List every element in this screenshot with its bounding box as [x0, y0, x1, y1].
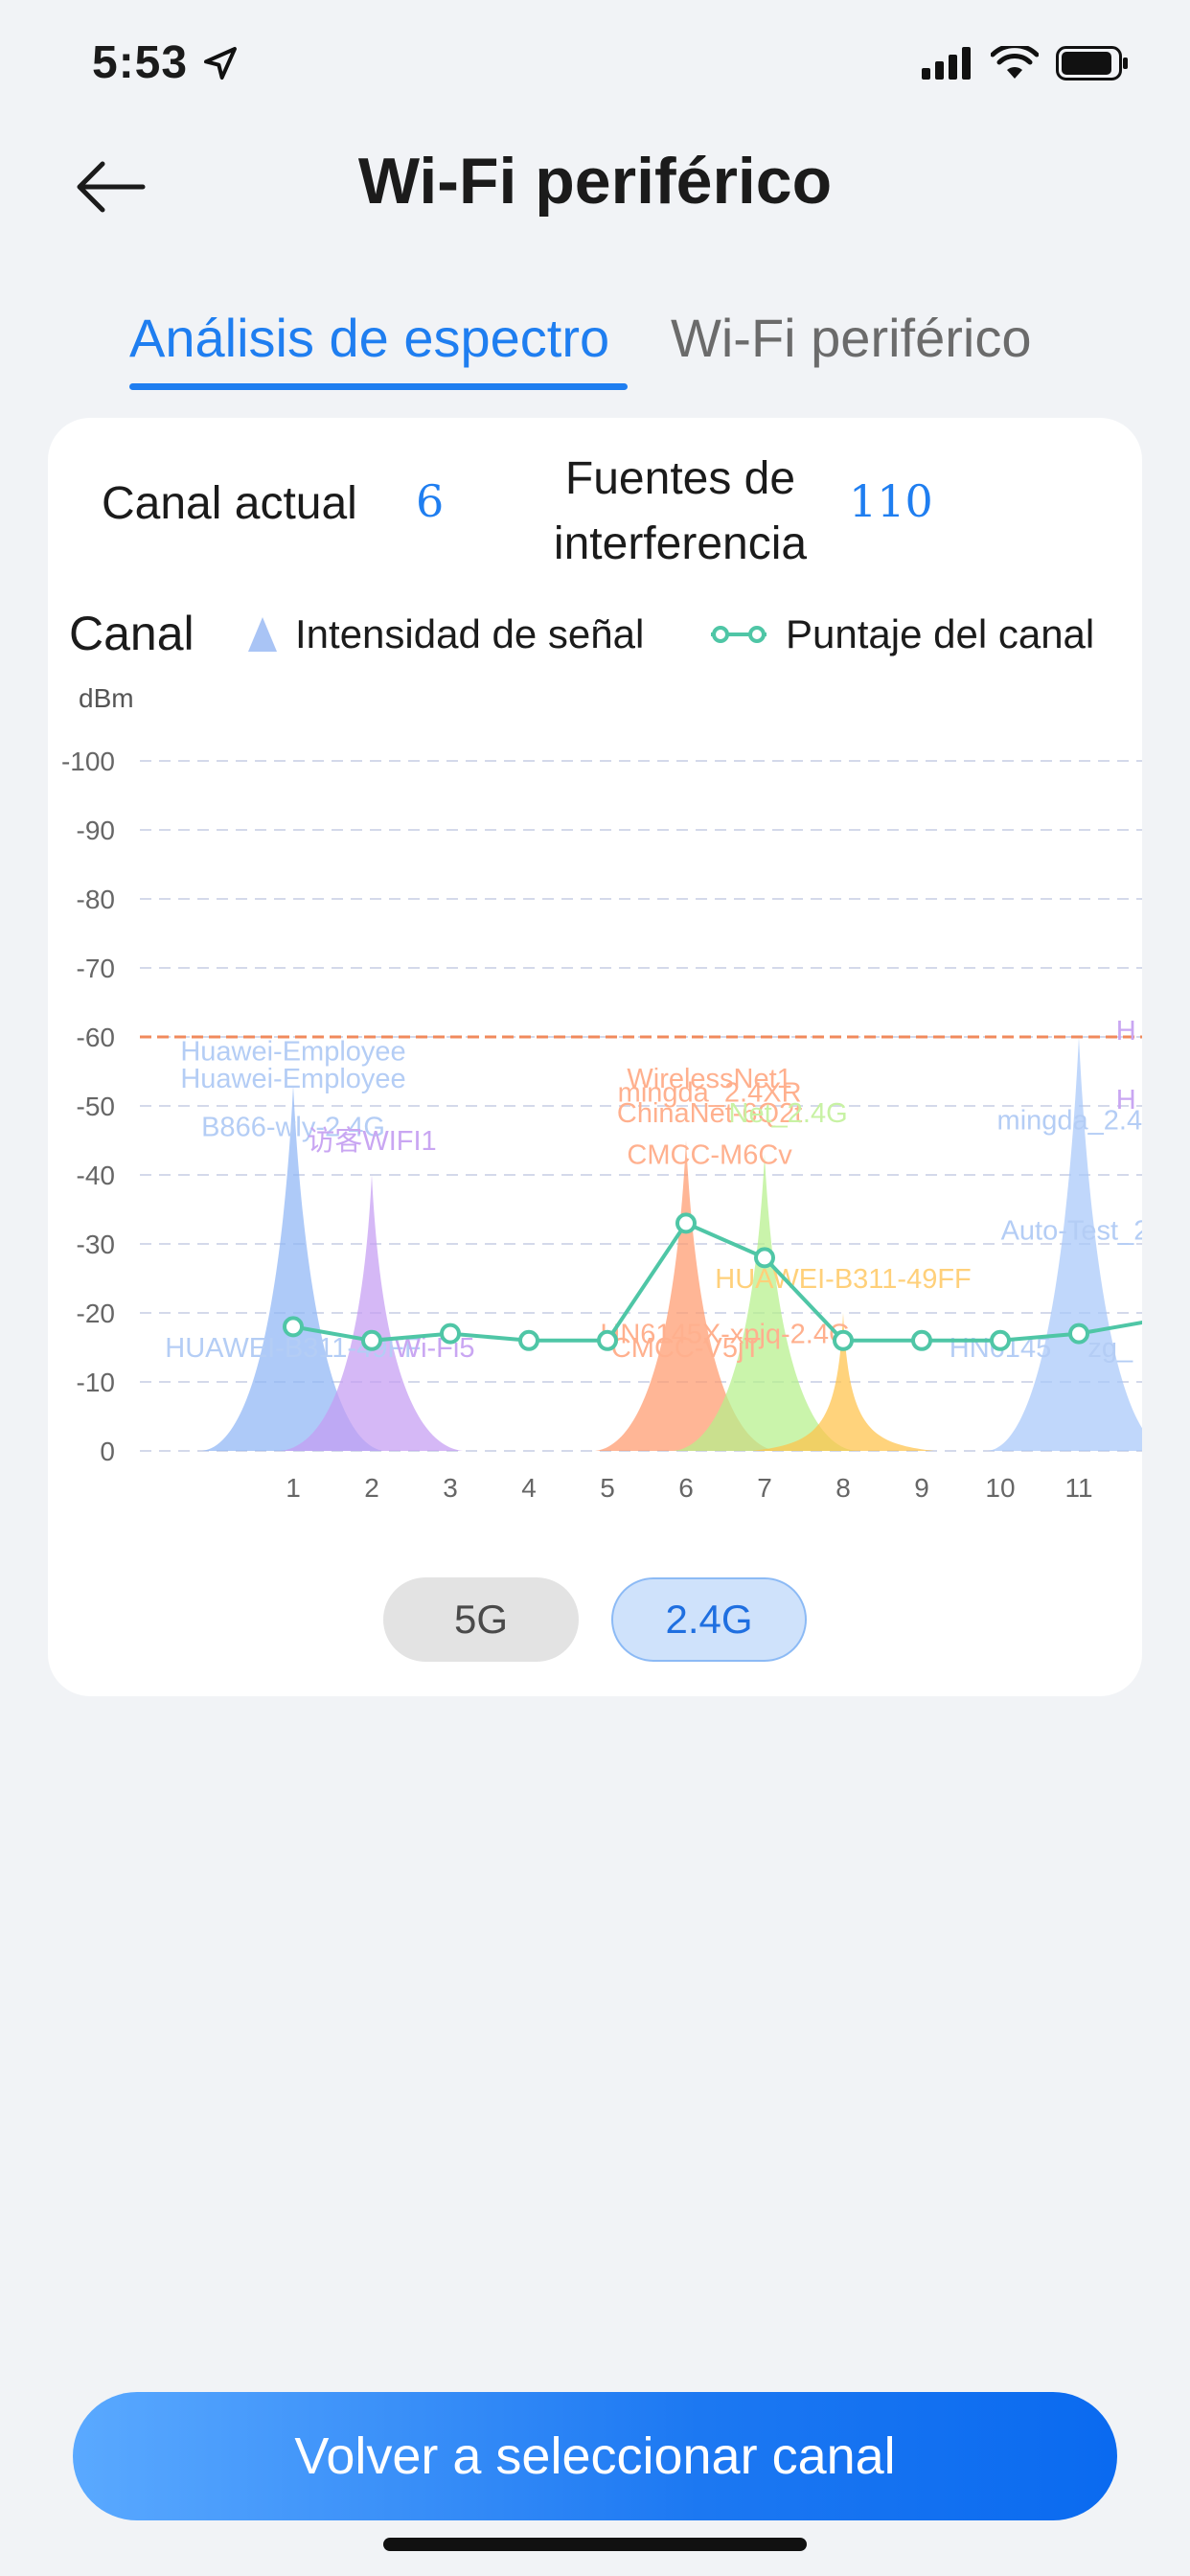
header: Wi-Fi periférico — [0, 134, 1190, 240]
x-tick-label: 10 — [985, 1473, 1015, 1501]
y-tick-label: -40 — [77, 1161, 115, 1190]
network-label: HUAWEI-B311-49FF — [715, 1264, 972, 1295]
current-channel-value: 6 — [416, 475, 445, 527]
tab-bar: Análisis de espectro Wi-Fi periférico — [0, 288, 1190, 393]
network-label: CMCC-V5jT — [611, 1333, 762, 1364]
back-arrow-icon — [77, 161, 146, 213]
y-tick-label: 0 — [100, 1437, 115, 1466]
band-toggle: 5G 2.4G — [48, 1577, 1142, 1664]
legend-signal-intensity: Intensidad de señal — [247, 611, 644, 657]
channel-info: Canal actual 6 Fuentes de interferencia … — [48, 418, 1142, 590]
wifi-icon — [991, 46, 1039, 79]
status-icons — [922, 44, 1129, 82]
signal-peak — [202, 1085, 384, 1451]
interference-value: 110 — [849, 475, 933, 527]
x-tick-label: 2 — [364, 1473, 379, 1501]
channel-score-line — [292, 1220, 1142, 1343]
x-tick-label: 3 — [443, 1473, 458, 1501]
x-tick-label: 7 — [757, 1473, 772, 1501]
x-tick-label: 1 — [286, 1473, 301, 1501]
tab-spectrum-analysis[interactable]: Análisis de espectro — [129, 308, 610, 368]
channel-score-point — [911, 1329, 932, 1351]
active-tab-indicator — [129, 383, 628, 390]
legend-intensity-label: Intensidad de señal — [295, 611, 645, 656]
y-axis-unit: dBm — [79, 683, 134, 713]
channel-score-point — [990, 1329, 1011, 1351]
network-label: H — [1116, 1016, 1136, 1046]
status-time: 5:53 — [92, 37, 189, 88]
page-title: Wi-Fi periférico — [357, 145, 833, 218]
back-button[interactable] — [67, 153, 153, 220]
spectrum-card: Canal actual 6 Fuentes de interferencia … — [48, 418, 1142, 1696]
x-tick-label: 4 — [521, 1473, 537, 1501]
y-tick-label: -10 — [77, 1368, 115, 1397]
channel-score-point — [361, 1329, 382, 1351]
network-label: mingda_2.4XR — [618, 1078, 802, 1109]
y-tick-label: -70 — [77, 954, 115, 983]
signal-peak — [988, 1037, 1142, 1451]
network-label: HN6145X-xpjq-2.4G — [600, 1320, 850, 1350]
network-label: mingda_2.4X — [997, 1105, 1142, 1136]
chart-legend: Canal Intensidad de señal Puntaje del ca… — [48, 600, 1142, 667]
x-tick-label: 11 — [1064, 1473, 1092, 1501]
channel-score-point — [833, 1329, 854, 1351]
location-arrow-icon — [204, 47, 237, 80]
x-tick-label: 6 — [678, 1473, 694, 1501]
legend-title: Canal — [69, 607, 195, 660]
network-label: Huawei-Employee — [180, 1036, 405, 1067]
y-tick-label: -60 — [77, 1023, 115, 1052]
battery-icon — [1056, 46, 1128, 80]
interference-label: Fuentes de interferencia — [527, 447, 834, 577]
network-label: H — [1116, 1085, 1136, 1116]
signal-peak — [595, 1140, 777, 1451]
score-line-icon — [711, 626, 767, 643]
legend-score-label: Puntaje del canal — [786, 611, 1095, 656]
x-tick-label: 8 — [835, 1473, 851, 1501]
channel-score-point — [283, 1316, 304, 1338]
tab-peripheral-wifi[interactable]: Wi-Fi periférico — [671, 308, 1032, 368]
channel-score-point — [1068, 1322, 1089, 1345]
y-tick-label: -50 — [77, 1092, 115, 1121]
channel-score-point — [675, 1212, 697, 1234]
signal-peak-icon — [248, 617, 277, 652]
y-tick-label: -100 — [61, 747, 115, 776]
spectrum-chart: dBm-100-90-80-70-60-50-40-30-20-100Huawe… — [61, 683, 1142, 1501]
channel-score-point — [518, 1329, 539, 1351]
interference-label-line1: Fuentes de — [564, 453, 796, 504]
network-label: CMCC-M6Cv — [627, 1139, 792, 1170]
signal-peak — [674, 1154, 856, 1451]
signal-peak — [752, 1313, 934, 1451]
channel-score-point — [754, 1247, 775, 1269]
network-label: zg_ — [1087, 1333, 1133, 1364]
channel-score-point — [597, 1329, 618, 1351]
y-tick-label: -90 — [77, 816, 115, 845]
current-channel-label: Canal actual — [102, 478, 357, 529]
band-5g-button[interactable]: 5G — [383, 1577, 579, 1662]
network-label: Huawei-Employee — [180, 1064, 405, 1094]
home-indicator — [383, 2538, 807, 2551]
legend-channel-score: Puntaje del canal — [709, 611, 1094, 657]
signal-peak — [281, 1175, 463, 1451]
network-label: B866-wly-2.4G — [201, 1113, 385, 1143]
network-label: Net_2.4G — [729, 1098, 848, 1129]
status-bar: 5:53 — [0, 0, 1190, 134]
y-tick-label: -20 — [77, 1299, 115, 1328]
network-label: ChinaNet-6Q2t — [617, 1098, 802, 1129]
y-tick-label: -30 — [77, 1230, 115, 1259]
network-label: WirelessNet1 — [627, 1064, 791, 1094]
x-tick-label: 9 — [914, 1473, 929, 1501]
y-tick-label: -80 — [77, 885, 115, 914]
network-label: 访客WIFI1 — [307, 1125, 436, 1157]
x-tick-label: 5 — [600, 1473, 615, 1501]
interference-label-line2: interferencia — [553, 518, 808, 569]
band-2-4g-button[interactable]: 2.4G — [611, 1577, 807, 1662]
channel-score-point — [440, 1322, 461, 1345]
reselect-channel-button[interactable]: Volver a seleccionar canal — [73, 2392, 1117, 2520]
network-label: Auto-Test_2. — [1001, 1216, 1142, 1247]
cellular-signal-icon — [922, 47, 971, 80]
